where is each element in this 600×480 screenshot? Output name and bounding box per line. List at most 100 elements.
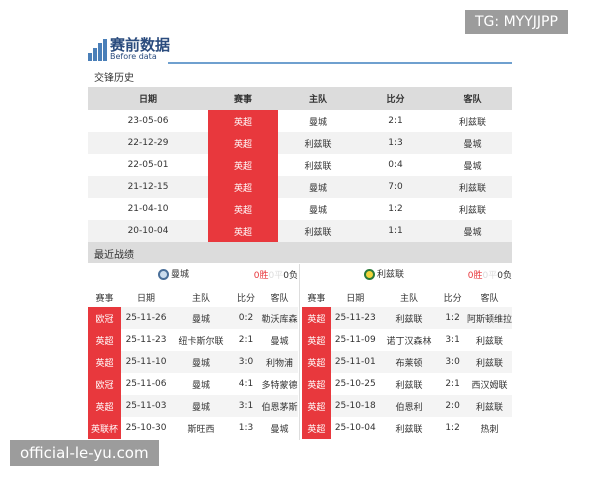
home-cell: 纽卡斯尔联 [178,336,224,347]
loss-count: 0负 [283,271,298,281]
date-cell: 25-11-10 [121,351,171,373]
away-cell: 曼城 [463,161,482,172]
date-cell: 25-11-09 [334,335,376,345]
league-cell: 英超 [302,417,331,439]
home-cell: 利兹联 [395,380,423,391]
away-cell: 阿斯顿维拉 [466,307,512,329]
league-cell: 英联杯 [88,417,121,439]
home-cell: 曼城 [308,117,327,128]
column-header: 赛事 [208,87,278,110]
score-cell: 2:0 [438,395,467,417]
league-cell: 英超 [88,351,121,373]
away-cell: 利兹联 [433,176,512,198]
column-header: 客队 [270,293,289,304]
table-row: 英超 25-11-23 纽卡斯尔联 2:1 曼城 [88,329,298,351]
column-header: 比分 [236,293,255,304]
away-cell: 热刺 [480,424,499,435]
column-header: 比分 [358,87,433,110]
league-cell: 英超 [302,351,331,373]
away-cell: 利兹联 [475,336,503,347]
leeds-badge-icon [364,269,375,280]
date-cell: 22-05-01 [127,160,169,170]
score-cell: 1:2 [388,204,403,214]
team-header-left: 曼城 0胜0平0负 [88,264,298,284]
logo-subtitle: Before data [110,52,157,61]
score-cell: 0:4 [388,160,403,170]
away-cell: 曼城 [433,132,512,154]
home-cell: 曼城 [171,307,231,329]
date-cell: 25-11-23 [330,307,380,329]
score-cell: 0:2 [231,307,261,329]
table-row: 英超 25-11-01 布莱顿 3:0 利兹联 [302,351,512,373]
home-cell: 利兹联 [278,132,358,154]
column-header: 主队 [191,293,210,304]
table-row: 22-12-29 英超 利兹联 1:3 曼城 [88,132,512,154]
column-header: 主队 [399,293,418,304]
away-cell: 伯恩茅斯 [261,395,298,417]
away-cell: 利兹联 [458,117,486,128]
watermark-top: TG: MYYJJPP [465,10,568,34]
table-row: 21-12-15 英超 曼城 7:0 利兹联 [88,176,512,198]
home-cell: 利兹联 [379,307,439,329]
table-row: 英超 25-11-03 曼城 3:1 伯恩茅斯 [88,395,298,417]
column-header: 日期 [346,293,365,304]
table-row: 英超 25-11-10 曼城 3:0 利物浦 [88,351,298,373]
man-city-badge-icon [158,269,169,280]
draw-count: 0平 [268,271,284,281]
divider [299,264,300,440]
score-cell: 1:3 [358,132,433,154]
date-cell: 25-11-03 [121,395,171,417]
team-name: 曼城 [171,270,190,280]
logo: 赛前数据 Before data [88,38,170,61]
table-row: 欧冠 25-11-26 曼城 0:2 勒沃库森 [88,307,298,329]
score-cell: 3:1 [445,335,460,345]
h2h-title: 交锋历史 [94,73,134,84]
league-cell: 英超 [208,154,278,176]
loss-count: 0负 [497,271,512,281]
date-cell: 25-10-30 [125,423,167,433]
date-cell: 25-10-04 [334,423,376,433]
column-header: 赛事 [307,293,326,304]
home-cell: 诺丁汉森林 [386,336,432,347]
h2h-table: 日期 赛事 主队 比分 客队 23-05-06 英超 曼城 2:1 利兹联 22-12-29 英超 利兹… [88,87,512,242]
table-row: 英超 25-11-23 利兹联 1:2 阿斯顿维拉 [302,307,512,329]
date-cell: 25-10-25 [334,379,376,389]
home-cell: 利兹联 [395,424,423,435]
win-count: 0胜 [467,271,483,281]
recent-table-right: 赛事 日期 主队 比分 客队 英超 25-11-23 利兹联 1:2 阿斯顿维拉 英超 25-11-0… [302,287,512,439]
date-cell: 22-12-29 [88,132,208,154]
home-cell: 斯旺西 [187,424,215,435]
table-row: 20-10-04 英超 利兹联 1:1 曼城 [88,220,512,242]
score-cell: 2:1 [388,116,403,126]
date-cell: 25-11-23 [125,335,167,345]
date-cell: 25-11-26 [121,307,171,329]
score-cell: 1:3 [238,423,254,433]
away-cell: 勒沃库森 [261,307,298,329]
date-cell: 23-05-06 [127,116,169,126]
score-cell: 2:1 [238,335,254,345]
table-row: 英超 25-10-18 伯恩利 2:0 利兹联 [302,395,512,417]
table-row: 21-04-10 英超 曼城 1:2 利兹联 [88,198,512,220]
home-cell: 曼城 [191,380,210,391]
away-cell: 曼城 [433,220,512,242]
score-cell: 3:0 [231,351,261,373]
date-cell: 21-04-10 [127,204,169,214]
league-cell: 英超 [302,307,331,329]
date-cell: 21-12-15 [88,176,208,198]
league-cell: 欧冠 [88,307,121,329]
away-cell: 西汉姆联 [471,380,508,391]
win-count: 0胜 [253,271,269,281]
league-cell: 英超 [302,395,331,417]
divider [168,62,512,64]
table-row: 英超 25-10-25 利兹联 2:1 西汉姆联 [302,373,512,395]
away-cell: 曼城 [270,336,289,347]
home-cell: 曼城 [171,351,231,373]
bar-chart-icon [88,39,107,61]
league-cell: 英超 [88,395,121,417]
score-cell: 3:0 [438,351,467,373]
league-cell: 英超 [208,132,278,154]
recent-table-left: 赛事 日期 主队 比分 客队 欧冠 25-11-26 曼城 0:2 勒沃库森 英超 25-11-23 纽… [88,287,298,439]
date-cell: 20-10-04 [88,220,208,242]
column-header: 日期 [136,293,155,304]
league-cell: 英超 [208,220,278,242]
